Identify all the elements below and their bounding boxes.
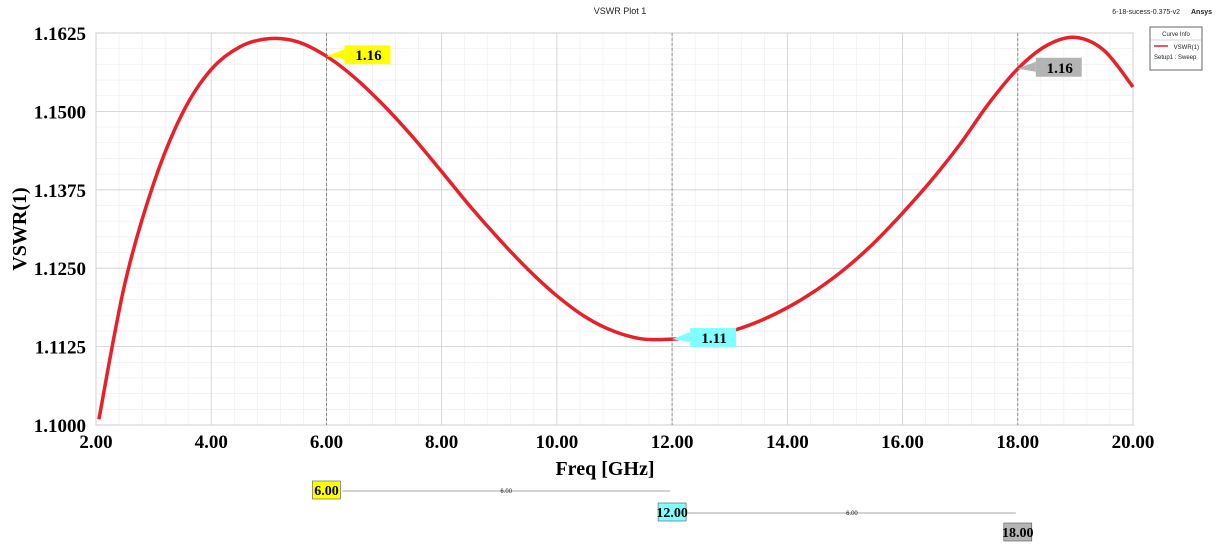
marker-x-value: 6.00 bbox=[314, 484, 339, 499]
x-tick-label: 4.00 bbox=[195, 432, 228, 453]
x-tick-label: 14.00 bbox=[766, 432, 809, 453]
marker-pointer bbox=[326, 49, 345, 60]
marker-x-label-m2: 12.00 bbox=[656, 502, 688, 522]
legend-series-label: VSWR(1) bbox=[1174, 45, 1199, 51]
marker-flag-m1: 1.16 bbox=[326, 45, 391, 65]
marker-flag-box bbox=[690, 328, 737, 348]
y-tick-label: 1.1500 bbox=[34, 102, 86, 123]
delta-line-2: 6.00 bbox=[688, 511, 1016, 517]
brand-name: Ansys bbox=[1191, 9, 1212, 16]
marker-flag-m2: 1.11 bbox=[672, 328, 737, 348]
marker-x-box bbox=[657, 502, 687, 522]
delta-value-label: 6.00 bbox=[846, 511, 858, 517]
x-tick-label: 18.00 bbox=[996, 432, 1039, 453]
marker-x-label-m3: 18.00 bbox=[1002, 522, 1034, 542]
marker-flag-box bbox=[344, 45, 391, 65]
y-tick-label: 1.1125 bbox=[35, 338, 86, 359]
x-tick-label: 10.00 bbox=[536, 432, 579, 453]
x-tick-label: 12.00 bbox=[651, 432, 694, 453]
series-curve bbox=[97, 35, 1135, 420]
marker-delta-table: 6.00 12.00 18.00 6.00 6.00 bbox=[312, 480, 1034, 542]
marker-x-box bbox=[1003, 522, 1033, 542]
marker-flag-box bbox=[1035, 57, 1082, 77]
marker-flag-m3: 1.16 bbox=[1017, 57, 1082, 77]
y-tick-label: 1.1625 bbox=[34, 24, 86, 45]
project-name: 6-18-sucess-0.375-v2 bbox=[1112, 9, 1180, 16]
x-tick-label: 20.00 bbox=[1112, 432, 1155, 453]
x-tick-label: 6.00 bbox=[310, 432, 343, 453]
marker-x-label-m1: 6.00 bbox=[312, 480, 341, 500]
y-tick-label: 1.1250 bbox=[34, 259, 86, 280]
minor-grid bbox=[95, 32, 1134, 426]
curve-info-legend[interactable]: Curve Info VSWR(1) Setup1 : Sweep bbox=[1149, 26, 1203, 71]
delta-line-1: 6.00 bbox=[342, 489, 671, 495]
marker-pointer bbox=[1017, 61, 1036, 72]
x-tick-label: 8.00 bbox=[425, 432, 458, 453]
marker-value-label: 1.11 bbox=[701, 331, 726, 347]
marker-flags: 1.16 1.11 1.16 bbox=[326, 45, 1082, 348]
x-axis-ticks: 2.00 4.00 6.00 8.00 10.00 12.00 14.00 16.00 18.0… bbox=[79, 432, 1154, 453]
marker-pointer bbox=[672, 332, 691, 343]
y-axis-label: VSWR(1) bbox=[9, 187, 31, 270]
x-tick-label: 2.00 bbox=[79, 432, 112, 453]
marker-x-value: 18.00 bbox=[1002, 526, 1034, 541]
legend-title: Curve Info bbox=[1162, 32, 1190, 38]
legend-setup-label: Setup1 : Sweep bbox=[1154, 55, 1197, 61]
x-tick-label: 16.00 bbox=[881, 432, 924, 453]
plot-area bbox=[95, 32, 1134, 426]
marker-value-label: 1.16 bbox=[1047, 61, 1074, 77]
series-line-vswr1 bbox=[97, 35, 1135, 420]
y-tick-label: 1.1000 bbox=[34, 416, 86, 437]
y-axis-ticks: 1.1000 1.1125 1.1250 1.1375 1.1500 1.1625 bbox=[34, 24, 86, 437]
delta-value-label: 6.00 bbox=[500, 489, 512, 495]
marker-x-value: 12.00 bbox=[656, 506, 688, 521]
marker-lines bbox=[326, 33, 1019, 425]
plot-title: VSWR Plot 1 bbox=[594, 6, 647, 16]
marker-value-label: 1.16 bbox=[355, 48, 382, 64]
marker-x-box bbox=[312, 480, 341, 500]
y-tick-label: 1.1375 bbox=[34, 181, 86, 202]
x-axis-label: Freq [GHz] bbox=[555, 458, 654, 480]
